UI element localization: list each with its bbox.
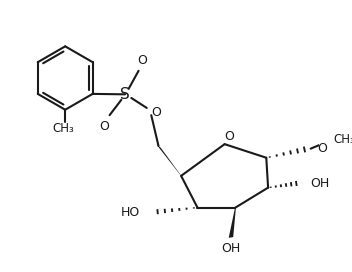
Text: OH: OH: [310, 177, 329, 190]
Text: S: S: [120, 87, 130, 102]
Text: OH: OH: [221, 242, 240, 255]
Polygon shape: [229, 208, 236, 238]
Text: O: O: [99, 120, 109, 134]
Text: CH₃: CH₃: [52, 122, 74, 135]
Text: O: O: [151, 106, 161, 119]
Polygon shape: [156, 144, 182, 176]
Text: O: O: [224, 130, 234, 143]
Text: HO: HO: [121, 206, 140, 219]
Text: O: O: [317, 142, 327, 155]
Text: CH₃: CH₃: [333, 133, 352, 146]
Text: O: O: [137, 54, 147, 67]
